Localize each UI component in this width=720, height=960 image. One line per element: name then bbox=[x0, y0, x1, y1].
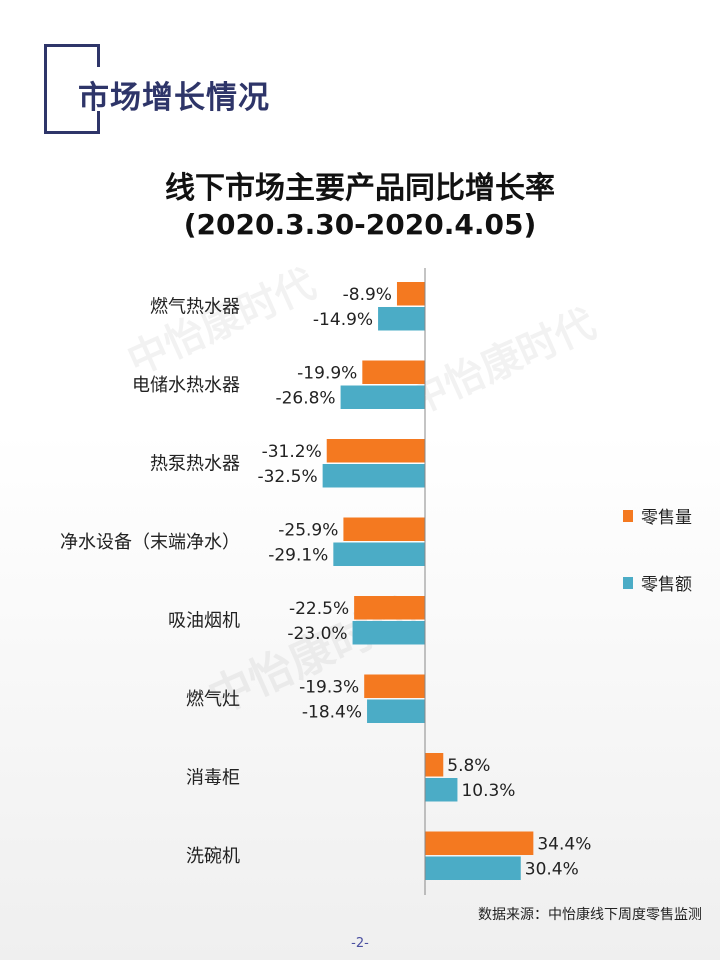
page-number: -2- bbox=[351, 936, 369, 951]
page-title: 市场增长情况 bbox=[78, 80, 270, 116]
chart-title: 线下市场主要产品同比增长率 bbox=[165, 171, 555, 206]
bar-volume-6 bbox=[425, 753, 444, 777]
bar-value-4 bbox=[352, 621, 425, 645]
legend-label-volume: 零售量 bbox=[641, 508, 692, 528]
bar-volume-4 bbox=[354, 596, 425, 620]
category-label-6: 消毒柜 bbox=[186, 768, 240, 789]
category-label-3: 净水设备（末端净水） bbox=[60, 532, 240, 553]
legend-item-volume: 零售量 bbox=[623, 503, 692, 528]
bar-value-7 bbox=[425, 856, 521, 880]
bar-value-2 bbox=[322, 464, 425, 488]
data-label-value-0: -14.9% bbox=[313, 310, 373, 330]
data-label-volume-3: -25.9% bbox=[278, 520, 338, 540]
data-label-volume-7: 34.4% bbox=[537, 834, 591, 854]
bar-volume-2 bbox=[326, 439, 425, 463]
bar-value-5 bbox=[367, 699, 425, 723]
legend-swatch-volume bbox=[623, 510, 633, 522]
legend-item-value: 零售额 bbox=[623, 570, 692, 595]
data-label-value-1: -26.8% bbox=[275, 388, 335, 408]
bar-value-1 bbox=[340, 385, 425, 409]
category-label-7: 洗碗机 bbox=[186, 846, 240, 867]
category-label-1: 电储水热水器 bbox=[132, 375, 240, 396]
legend-swatch-value bbox=[623, 577, 633, 589]
bar-volume-3 bbox=[343, 517, 425, 541]
data-label-value-6: 10.3% bbox=[461, 781, 515, 801]
bar-volume-5 bbox=[364, 674, 425, 698]
bar-volume-0 bbox=[396, 282, 425, 306]
data-label-volume-5: -19.3% bbox=[299, 677, 359, 697]
data-label-volume-1: -19.9% bbox=[297, 363, 357, 383]
data-label-value-2: -32.5% bbox=[257, 467, 317, 487]
data-label-volume-2: -31.2% bbox=[262, 442, 322, 462]
bar-volume-7 bbox=[425, 831, 534, 855]
bar-volume-1 bbox=[362, 360, 425, 384]
category-label-0: 燃气热水器 bbox=[150, 297, 240, 318]
data-source-note: 数据来源：中怡康线下周度零售监测 bbox=[478, 907, 702, 923]
legend-label-value: 零售额 bbox=[641, 575, 692, 595]
category-label-2: 热泵热水器 bbox=[150, 454, 240, 475]
header-frame-decoration bbox=[44, 44, 100, 134]
data-label-volume-0: -8.9% bbox=[343, 285, 392, 305]
data-label-value-4: -23.0% bbox=[287, 624, 347, 644]
category-label-4: 吸油烟机 bbox=[168, 611, 240, 632]
bar-value-0 bbox=[378, 307, 425, 331]
bar-value-6 bbox=[425, 778, 458, 802]
data-label-value-7: 30.4% bbox=[525, 859, 579, 879]
data-label-volume-6: 5.8% bbox=[447, 756, 490, 776]
category-label-5: 燃气灶 bbox=[186, 689, 240, 710]
chart-subtitle: (2020.3.30-2020.4.05) bbox=[183, 208, 537, 241]
data-label-value-5: -18.4% bbox=[302, 702, 362, 722]
data-label-value-3: -29.1% bbox=[268, 545, 328, 565]
bar-value-3 bbox=[333, 542, 425, 566]
data-label-volume-4: -22.5% bbox=[289, 599, 349, 619]
